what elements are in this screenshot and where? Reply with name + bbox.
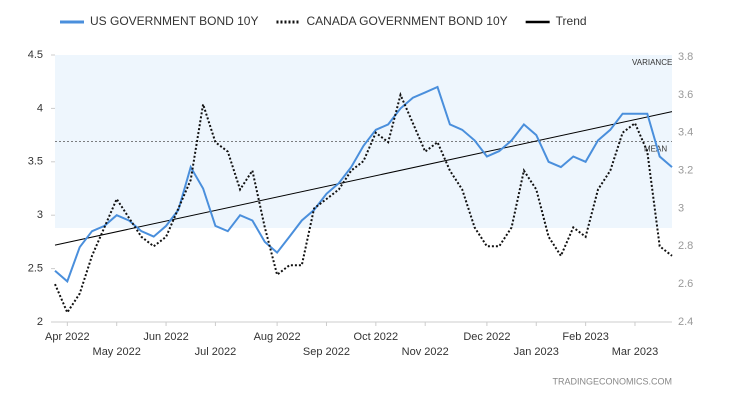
- x-tick-label: Dec 2022: [463, 331, 510, 343]
- y2-tick-label: 3: [678, 202, 684, 214]
- x-tick-label: Apr 2022: [45, 331, 90, 343]
- variance-label: VARIANCE: [632, 58, 672, 67]
- y2-tick-label: 3.2: [678, 164, 693, 176]
- legend-label: US GOVERNMENT BOND 10Y: [90, 14, 258, 28]
- y2-tick-label: 3.6: [678, 89, 693, 101]
- series-line: [54, 91, 673, 315]
- x-tick-label: Aug 2022: [254, 331, 301, 343]
- x-tick-label: Nov 2022: [402, 346, 449, 358]
- y2-tick-label: 2.8: [678, 240, 693, 252]
- x-tick-label: Feb 2023: [562, 331, 608, 343]
- x-tick-label: Jun 2022: [143, 331, 188, 343]
- y2-tick-label: 2.6: [678, 278, 693, 290]
- legend-label: CANADA GOVERNMENT BOND 10Y: [306, 14, 507, 28]
- x-tick-label: Jul 2022: [195, 346, 237, 358]
- mean-label: MEAN: [644, 145, 667, 154]
- trend-line: [54, 111, 673, 246]
- series-line: [54, 85, 673, 284]
- y2-tick-label: 3.8: [678, 51, 693, 63]
- y-tick-label: 2.5: [28, 263, 43, 275]
- y-tick-label: 4.5: [28, 49, 43, 61]
- x-tick-label: Sep 2022: [303, 346, 350, 358]
- y-tick-label: 2: [37, 316, 43, 328]
- y-tick-label: 4: [37, 102, 43, 114]
- y2-tick-label: 3.4: [678, 127, 693, 139]
- x-tick-label: Mar 2023: [612, 346, 658, 358]
- x-tick-label: May 2022: [93, 346, 141, 358]
- legend-label: Trend: [556, 14, 587, 28]
- y-tick-label: 3.5: [28, 156, 43, 168]
- x-tick-label: Jan 2023: [514, 346, 559, 358]
- x-tick-label: Oct 2022: [354, 331, 399, 343]
- y-tick-label: 3: [37, 209, 43, 221]
- y2-tick-label: 2.4: [678, 316, 693, 328]
- source: TRADINGECONOMICS.COM: [552, 376, 672, 386]
